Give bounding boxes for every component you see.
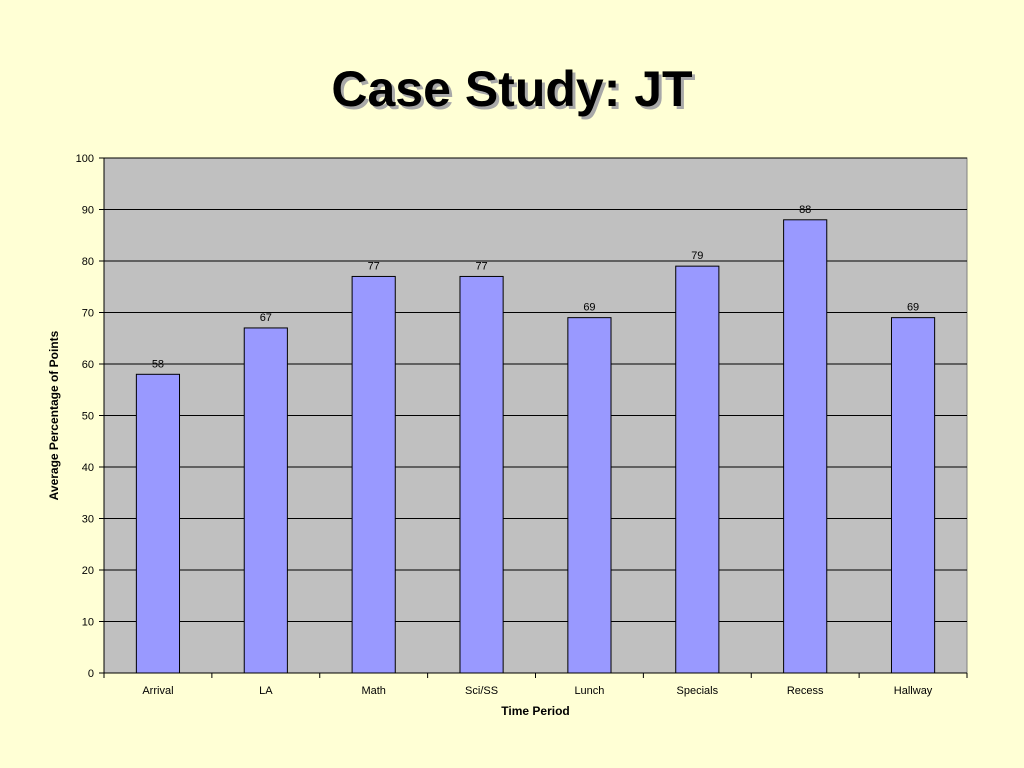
data-label: 79 xyxy=(691,250,703,262)
y-tick-label: 80 xyxy=(82,256,94,268)
data-label: 69 xyxy=(907,302,919,314)
data-label: 88 xyxy=(799,204,811,216)
y-tick-label: 40 xyxy=(82,462,94,474)
x-tick-label: Lunch xyxy=(574,685,604,697)
bar-recess xyxy=(783,219,828,674)
x-tick-label: Recess xyxy=(787,685,824,697)
y-tick-label: 100 xyxy=(76,153,94,165)
x-axis-title: Time Period xyxy=(501,704,569,718)
data-label: 58 xyxy=(152,358,164,370)
x-tick-label: Sci/SS xyxy=(465,685,498,697)
y-tick-label: 10 xyxy=(82,617,94,629)
data-label: 77 xyxy=(368,260,380,272)
y-axis-ticks: 0 10 20 30 40 50 60 70 80 90 100 xyxy=(76,153,104,680)
x-tick-label: Hallway xyxy=(894,685,933,697)
bar-arrival xyxy=(135,373,181,674)
data-label: 69 xyxy=(583,302,595,314)
x-axis-ticks: Arrival LA Math Sci/SS Lunch Specials Recess Ha… xyxy=(103,673,968,697)
y-tick-label: 20 xyxy=(82,565,94,577)
y-tick-label: 90 xyxy=(82,205,94,217)
x-tick-label: Math xyxy=(361,685,385,697)
y-tick-label: 50 xyxy=(82,411,94,423)
y-tick-label: 30 xyxy=(82,514,94,526)
y-tick-label: 70 xyxy=(82,308,94,320)
x-tick-label: LA xyxy=(259,685,273,697)
y-tick-label: 60 xyxy=(82,359,94,371)
y-axis-title: Average Percentage of Points xyxy=(47,330,61,500)
bar-math xyxy=(351,275,396,674)
bar-sci-ss xyxy=(459,275,504,674)
bar-specials xyxy=(675,265,720,674)
x-tick-label: Specials xyxy=(677,685,719,697)
y-tick-label: 0 xyxy=(88,668,94,680)
x-tick-label: Arrival xyxy=(142,685,173,697)
bar-la xyxy=(243,327,288,674)
data-label: 77 xyxy=(475,260,487,272)
slide-title: Case Study: JT xyxy=(331,61,693,117)
bar-lunch xyxy=(567,317,612,674)
bar-hallway xyxy=(890,317,936,674)
data-label: 67 xyxy=(260,312,272,324)
